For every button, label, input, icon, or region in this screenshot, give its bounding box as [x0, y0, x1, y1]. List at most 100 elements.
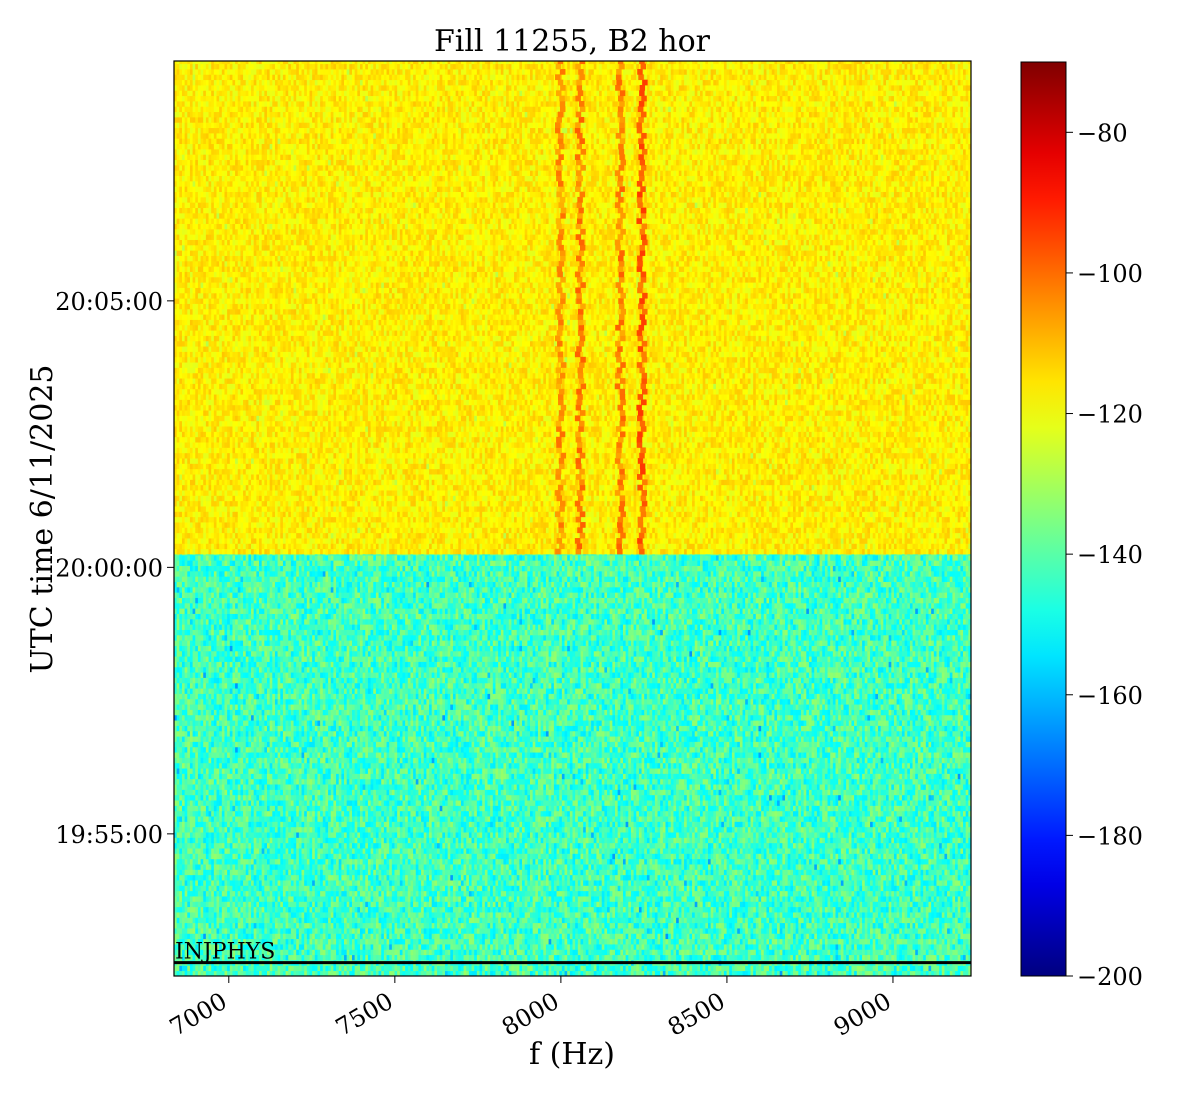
- heatmap-cell: [729, 949, 733, 956]
- heatmap-cell: [824, 928, 828, 934]
- heatmap-cell: [936, 954, 940, 961]
- heatmap-cell: [609, 965, 613, 972]
- heatmap-cell: [378, 922, 382, 929]
- heatmap-cell: [450, 965, 454, 972]
- heatmap-cell: [721, 928, 725, 934]
- heatmap-cell: [245, 906, 249, 913]
- heatmap-cell: [399, 885, 403, 892]
- heatmap-cell: [359, 901, 364, 908]
- heatmap-cell: [328, 949, 332, 956]
- heatmap-cell: [383, 885, 387, 892]
- heatmap-cell: [293, 933, 297, 940]
- heatmap-cell: [402, 938, 406, 945]
- heatmap-cell: [787, 933, 791, 940]
- heatmap-cell: [325, 896, 329, 902]
- heatmap-cell: [646, 885, 650, 892]
- heatmap-cell: [758, 938, 762, 945]
- heatmap-cell: [418, 949, 422, 956]
- heatmap-cell: [312, 906, 316, 913]
- heatmap-cell: [529, 896, 534, 902]
- heatmap-cell: [529, 965, 534, 972]
- heatmap-cell: [522, 928, 526, 934]
- heatmap-cell: [545, 922, 549, 929]
- heatmap-cell: [585, 922, 589, 929]
- heatmap-cell: [777, 970, 781, 977]
- heatmap-cell: [583, 890, 587, 897]
- heatmap-cell: [447, 928, 451, 934]
- heatmap-cell: [490, 922, 494, 929]
- heatmap-cell: [282, 922, 286, 929]
- heatmap-cell: [529, 970, 534, 977]
- heatmap-cell: [753, 970, 757, 977]
- heatmap-cell: [572, 917, 576, 924]
- heatmap-cell: [641, 933, 645, 940]
- heatmap-cell: [846, 954, 850, 961]
- heatmap-cell: [686, 896, 690, 902]
- heatmap-cell: [352, 965, 356, 972]
- heatmap-cell: [264, 917, 268, 924]
- heatmap-cell: [588, 949, 592, 956]
- heatmap-cell: [556, 928, 560, 934]
- heatmap-cell: [665, 949, 669, 956]
- heatmap-cell: [221, 928, 225, 934]
- heatmap-cell: [591, 922, 595, 929]
- heatmap-cell: [755, 896, 759, 902]
- heatmap-cell: [638, 922, 642, 929]
- heatmap-cell: [450, 970, 454, 977]
- heatmap-cell: [243, 890, 247, 897]
- heatmap-cell: [468, 933, 472, 940]
- heatmap-cell: [811, 906, 815, 913]
- heatmap-cell: [867, 890, 871, 897]
- heatmap-cell: [479, 933, 483, 940]
- heatmap-cell: [676, 938, 680, 945]
- heatmap-cell: [641, 928, 645, 934]
- heatmap-cell: [925, 944, 929, 950]
- heatmap-cell: [657, 949, 661, 956]
- heatmap-cell: [628, 965, 632, 972]
- heatmap-cell: [243, 938, 247, 945]
- heatmap-cell: [588, 885, 592, 892]
- heatmap-cell: [370, 922, 374, 929]
- heatmap-cell: [904, 938, 908, 945]
- heatmap-cell: [707, 906, 712, 913]
- heatmap-cell: [777, 928, 781, 934]
- heatmap-cell: [795, 928, 799, 934]
- heatmap-cell: [633, 928, 637, 934]
- heatmap-cell: [785, 890, 789, 897]
- heatmap-cell: [806, 938, 810, 945]
- heatmap-cell: [282, 896, 286, 902]
- heatmap-cell: [484, 885, 488, 892]
- heatmap-cell: [235, 896, 239, 902]
- heatmap-cell: [790, 890, 794, 897]
- heatmap-cell: [564, 938, 568, 945]
- heatmap-cell: [909, 954, 913, 961]
- heatmap-cell: [904, 928, 908, 934]
- heatmap-cell: [933, 906, 937, 913]
- heatmap-cell: [333, 954, 337, 961]
- heatmap-cell: [514, 917, 518, 924]
- heatmap-cell: [293, 885, 297, 892]
- heatmap-cell: [878, 906, 882, 913]
- heatmap-cell: [739, 890, 743, 897]
- heatmap-cell: [867, 917, 871, 924]
- heatmap-cell: [745, 901, 749, 908]
- heatmap-cell: [405, 901, 409, 908]
- heatmap-cell: [694, 890, 698, 897]
- heatmap-cell: [397, 922, 401, 929]
- heatmap-cell: [721, 933, 725, 940]
- heatmap-cell: [673, 912, 677, 918]
- heatmap-cell: [511, 885, 515, 892]
- heatmap-cell: [490, 970, 494, 977]
- heatmap-cell: [522, 885, 526, 892]
- heatmap-cell: [219, 917, 223, 924]
- heatmap-cell: [540, 970, 544, 977]
- heatmap-cell: [601, 906, 605, 913]
- heatmap-cell: [460, 901, 464, 908]
- heatmap-cell: [264, 965, 268, 972]
- heatmap-cell: [888, 896, 892, 902]
- heatmap-cell: [707, 944, 712, 950]
- heatmap-cell: [591, 928, 595, 934]
- heatmap-cell: [298, 922, 302, 929]
- heatmap-cell: [830, 928, 834, 934]
- heatmap-cell: [314, 901, 318, 908]
